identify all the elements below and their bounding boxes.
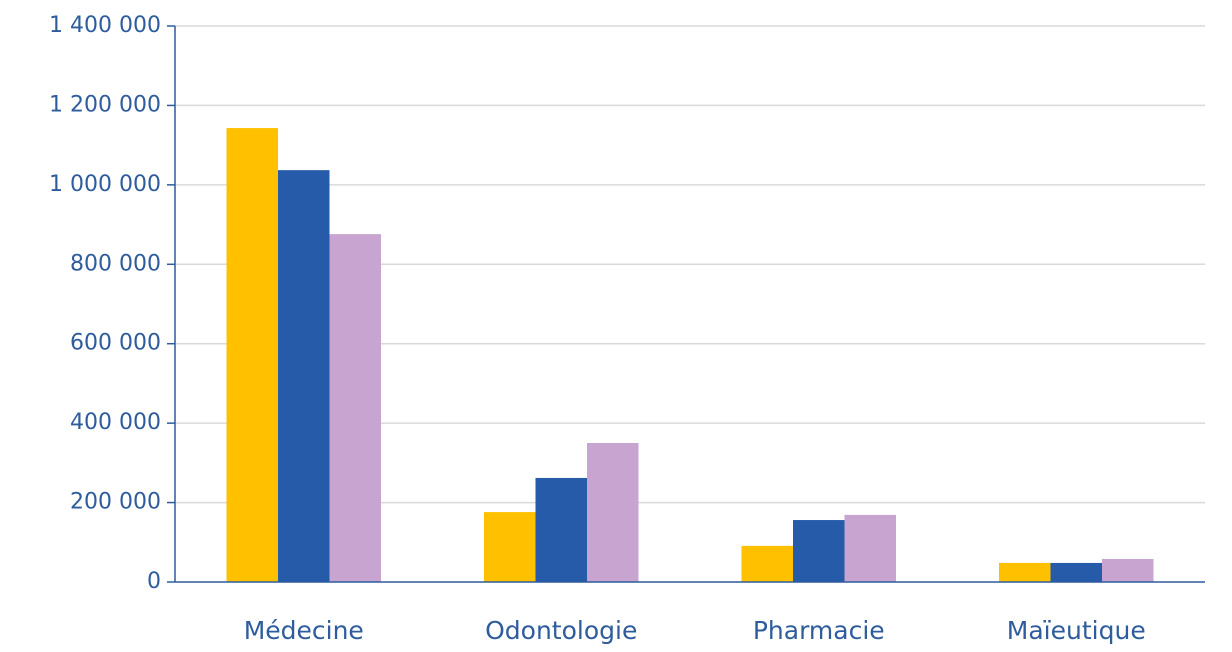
x-tick-label: Pharmacie <box>753 616 885 645</box>
y-tick-label: 1 200 000 <box>49 92 161 117</box>
y-tick-label: 1 000 000 <box>49 172 161 197</box>
bar <box>999 562 1051 582</box>
bar <box>1102 558 1154 582</box>
bar <box>587 443 639 582</box>
bar <box>741 545 793 582</box>
bar <box>1050 562 1102 582</box>
bar <box>484 512 536 582</box>
x-tick-label: Odontologie <box>485 616 637 645</box>
y-tick-label: 200 000 <box>70 490 161 515</box>
bar <box>329 234 381 583</box>
y-tick-label: 400 000 <box>70 410 161 435</box>
bar <box>535 477 587 582</box>
y-tick-label: 800 000 <box>70 251 161 276</box>
y-tick-label: 0 <box>147 569 161 594</box>
bar <box>793 520 845 582</box>
bar <box>278 170 330 583</box>
bar <box>226 128 278 582</box>
y-tick-label: 1 400 000 <box>49 13 161 38</box>
bar <box>844 514 896 582</box>
x-tick-label: Médecine <box>244 616 364 645</box>
y-tick-label: 600 000 <box>70 331 161 356</box>
x-tick-label: Maïeutique <box>1007 616 1146 645</box>
